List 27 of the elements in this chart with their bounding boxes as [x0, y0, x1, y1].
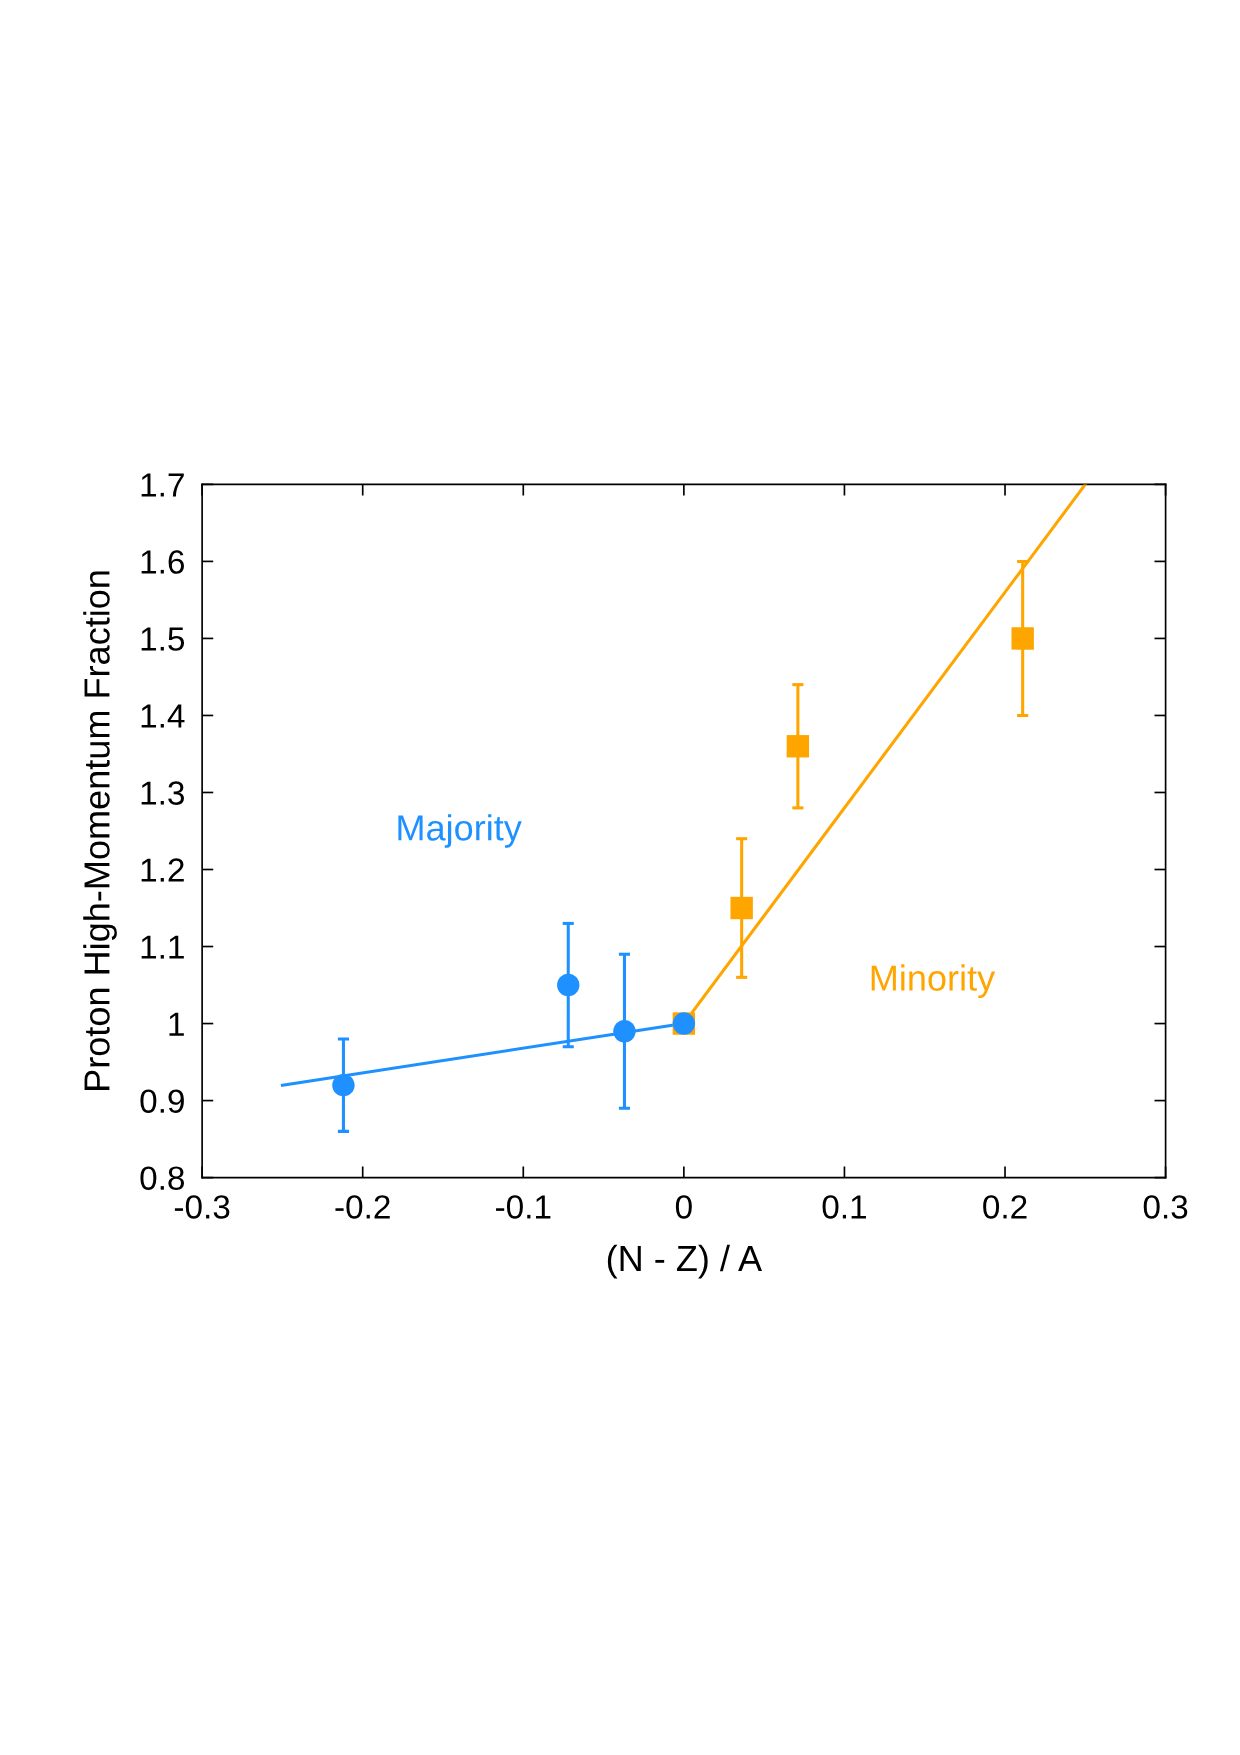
y-tick-label: 1.6	[141, 550, 184, 574]
point	[730, 896, 753, 920]
point	[332, 1073, 355, 1097]
y-tick-label: 1.1	[141, 935, 184, 959]
y-tick-label: 1.2	[141, 858, 184, 882]
y-tick-label: 0.8	[140, 1166, 185, 1191]
x-tick-label: 0	[675, 1195, 692, 1219]
x-tick-label: 0.2	[983, 1195, 1027, 1219]
text: Minority	[871, 964, 996, 999]
y-tick-label: 1.3	[141, 781, 184, 805]
x-tick-label: -0.1	[496, 1195, 551, 1219]
x-tick-label: -0.3	[174, 1195, 230, 1219]
y-tick-label: 1.5	[141, 627, 185, 651]
x-tick-label: 0.3	[1143, 1195, 1188, 1219]
y-tick-label: 0.9	[140, 1089, 184, 1113]
x-tick-label: -0.2	[335, 1195, 390, 1219]
x-tick-label: 0.1	[822, 1195, 866, 1219]
y-tick-label: 1	[169, 1012, 184, 1036]
point	[613, 1020, 636, 1043]
point	[557, 973, 580, 997]
x-axis-title: (N - Z) / A	[607, 1244, 763, 1279]
y-tick-label: 1.7	[141, 473, 184, 497]
y-tick-label: 1.4	[141, 704, 185, 728]
point	[786, 735, 810, 758]
y-axis-title: Proton High-Momentum Fraction	[83, 571, 117, 1090]
point	[1011, 627, 1034, 650]
text: Majority	[398, 814, 522, 848]
